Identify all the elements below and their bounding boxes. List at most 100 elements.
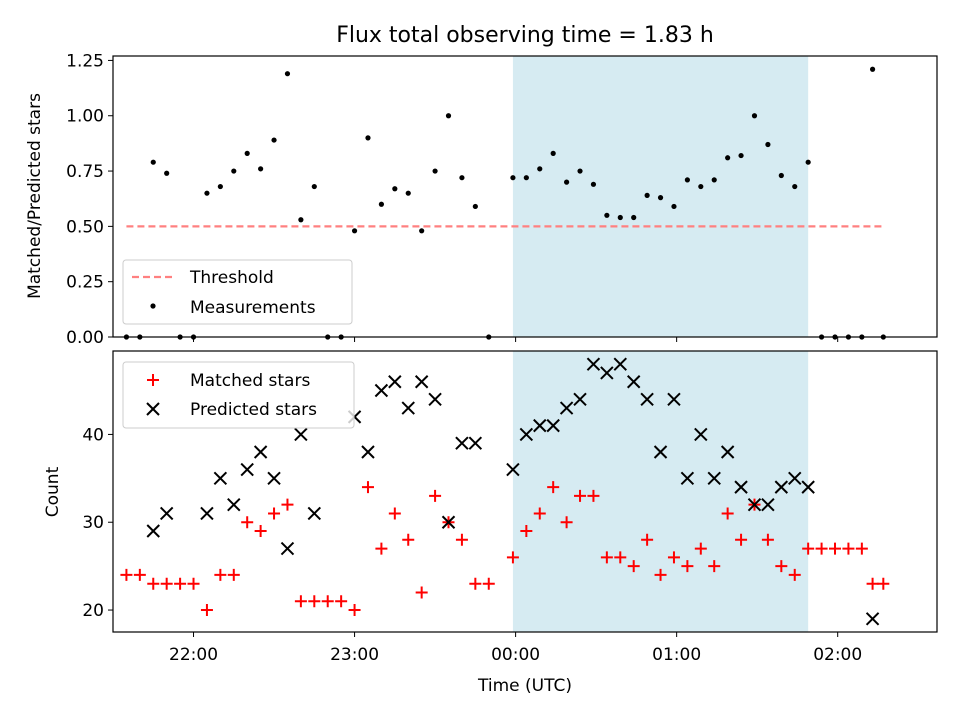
predicted-star-point xyxy=(801,480,815,494)
predicted-star-point xyxy=(253,445,268,459)
xtick-label: 23:00 xyxy=(330,645,379,665)
measurement-point xyxy=(298,217,304,223)
matched-star-point xyxy=(388,507,401,520)
top-panel: 0.00 0.25 0.50 0.75 1.00 1.25 Matched/Predict… xyxy=(25,51,938,348)
predicted-star-point xyxy=(267,471,281,486)
matched-star-point xyxy=(321,595,334,608)
predicted-star-point xyxy=(546,418,560,433)
matched-star-point xyxy=(547,481,560,494)
measurement-point xyxy=(604,212,610,218)
bottom-highlight-span xyxy=(512,351,809,632)
top-legend-box xyxy=(122,259,353,325)
matched-star-point xyxy=(815,542,828,555)
measurement-point xyxy=(523,175,529,181)
matched-star-point xyxy=(268,507,281,520)
predicted-star-point xyxy=(294,427,308,442)
matched-star-point xyxy=(574,489,587,502)
matched-star-point xyxy=(227,568,240,581)
predicted-star-point xyxy=(761,497,775,512)
predicted-star-point xyxy=(227,497,241,512)
measurement-point xyxy=(432,168,438,174)
predicted-star-point xyxy=(613,357,627,371)
top-axes-frame xyxy=(112,55,938,338)
top-ytick-label: 1.00 xyxy=(66,107,104,127)
matched-star-point xyxy=(694,542,707,555)
measurement-point xyxy=(590,181,597,187)
predicted-star-point xyxy=(559,401,574,415)
matched-star-point xyxy=(147,577,160,590)
predicted-star-point xyxy=(146,524,160,538)
matched-star-point xyxy=(133,568,146,581)
matched-star-point xyxy=(877,577,890,590)
matched-star-point xyxy=(308,595,321,608)
measurement-point xyxy=(869,66,876,72)
measurement-point xyxy=(459,175,465,181)
measurement-point xyxy=(244,150,250,156)
predicted-star-point xyxy=(388,375,402,389)
matched-star-point xyxy=(241,516,254,529)
measurement-point xyxy=(738,152,744,159)
matched-star-point xyxy=(174,577,187,590)
top-ytick-label: 0.50 xyxy=(66,217,104,237)
measurement-point xyxy=(510,175,516,181)
matched-star-point xyxy=(429,489,442,502)
matched-star-point xyxy=(281,498,294,511)
predicted-star-point xyxy=(401,401,415,415)
matched-star-point xyxy=(788,568,801,581)
top-y-axis-label: Matched/Predicted stars xyxy=(25,93,45,299)
bottom-ytick-label: 20 xyxy=(82,601,104,621)
measurement-point xyxy=(271,137,277,143)
matched-star-point xyxy=(775,560,788,573)
matched-star-point xyxy=(842,542,855,555)
predicted-star-point xyxy=(626,375,641,389)
x-axis-label: Time (UTC) xyxy=(477,676,572,696)
matched-star-point xyxy=(641,533,654,546)
measurement-point xyxy=(311,183,317,190)
predicted-star-point xyxy=(374,383,389,398)
measurement-point xyxy=(631,214,637,221)
measurement-point xyxy=(805,159,811,165)
bottom-panel: 20 30 40 22:00 23:00 00:00 01:00 02:00 Count T… xyxy=(43,350,938,696)
matched-star-point xyxy=(482,577,495,590)
measurement-point xyxy=(419,228,425,234)
measurement-point xyxy=(365,135,371,141)
predicted-star-point xyxy=(865,612,880,626)
predicted-star-point xyxy=(307,506,322,521)
measurement-point xyxy=(351,228,358,234)
matched-star-point xyxy=(855,542,868,555)
measurement-point xyxy=(711,177,717,183)
matched-star-point xyxy=(614,551,627,564)
matched-star-point xyxy=(120,568,133,581)
legend-predicted-label: Predicted stars xyxy=(190,400,317,420)
measurement-point xyxy=(472,203,478,210)
measurement-point xyxy=(657,195,664,201)
top-legend: Threshold Measurements xyxy=(122,259,353,325)
matched-star-point xyxy=(735,533,748,546)
matched-star-point xyxy=(348,604,361,617)
top-ytick-label: 0.75 xyxy=(66,162,104,182)
predicted-star-point xyxy=(653,445,668,459)
predicted-star-point xyxy=(455,436,469,450)
measurement-point xyxy=(577,168,583,174)
matched-star-point xyxy=(560,516,573,529)
matched-star-point xyxy=(681,560,694,573)
measurement-point xyxy=(751,113,758,119)
matched-star-point xyxy=(160,577,173,590)
bottom-ytick-label: 30 xyxy=(82,513,104,533)
predicted-star-point xyxy=(519,427,534,442)
measurement-point xyxy=(217,183,223,190)
matched-star-point xyxy=(866,577,879,590)
matched-star-point xyxy=(455,533,468,546)
measurement-point xyxy=(617,214,623,221)
measurement-point xyxy=(725,155,731,161)
measurement-point xyxy=(284,71,291,77)
measurement-point xyxy=(537,166,543,172)
matched-star-point xyxy=(415,586,428,599)
predicted-star-point xyxy=(506,462,520,477)
matched-star-point xyxy=(600,551,613,564)
matched-star-point xyxy=(721,507,734,520)
predicted-star-point xyxy=(361,445,375,459)
measurement-point xyxy=(231,168,237,174)
bottom-legend: Matched stars Predicted stars xyxy=(122,361,355,429)
